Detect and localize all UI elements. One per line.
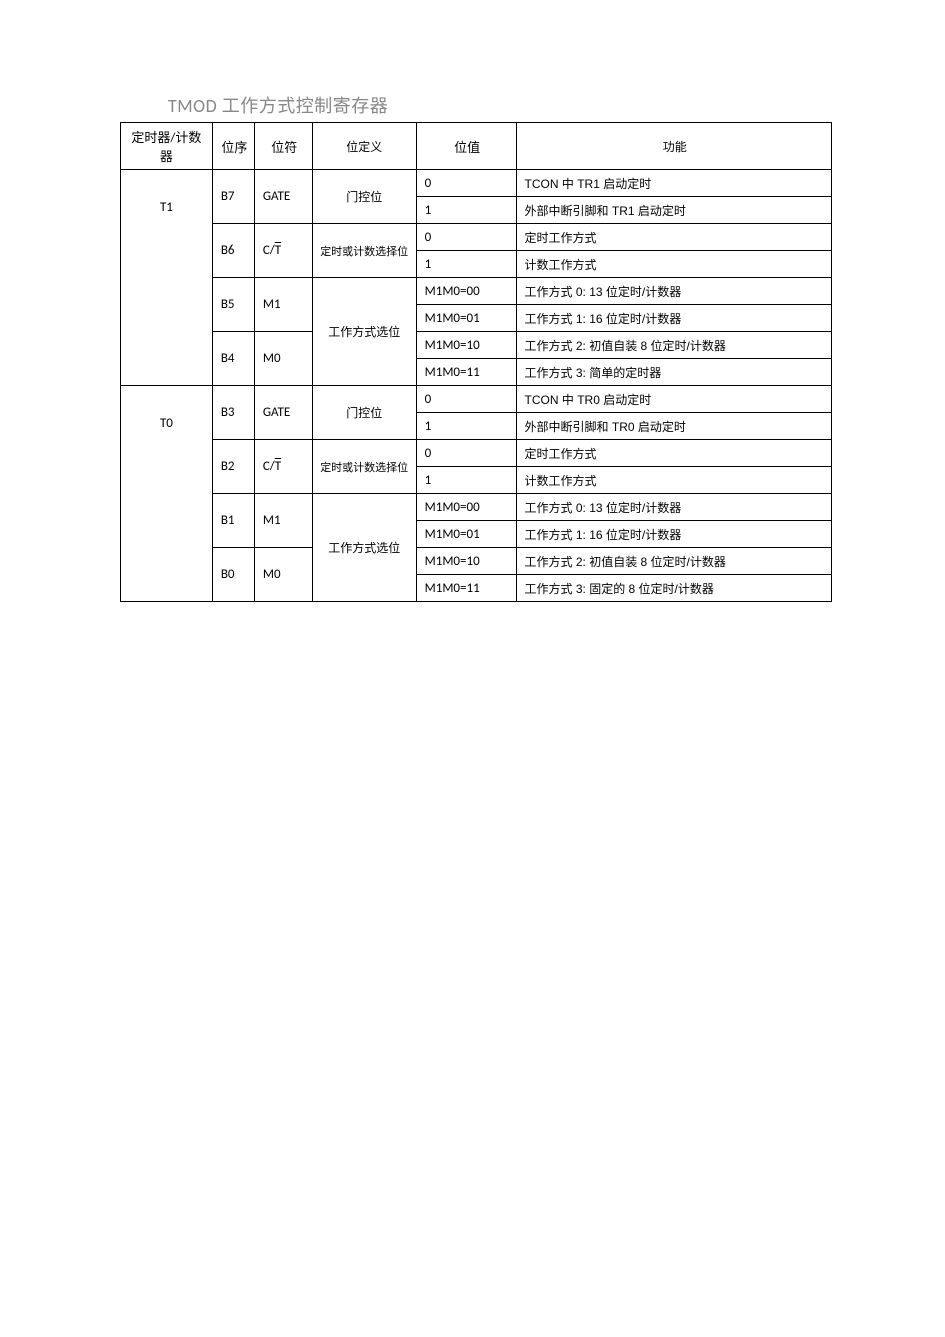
header-bitval: 位值 <box>416 123 516 170</box>
timer-cell: T1 <box>121 170 213 386</box>
func-cell: TCON 中 TR0 启动定时 <box>516 386 831 413</box>
bitval-cell: 1 <box>416 467 516 494</box>
table-row: B2C/T定时或计数选择位0定时工作方式 <box>121 440 832 467</box>
bitsym-cell: M1 <box>254 494 312 548</box>
func-cell: 外部中断引脚和 TR0 启动定时 <box>516 413 831 440</box>
bitval-cell: M1M0=00 <box>416 278 516 305</box>
header-bitsym: 位符 <box>254 123 312 170</box>
bitval-cell: 0 <box>416 170 516 197</box>
header-bitdef: 位定义 <box>312 123 416 170</box>
header-bitseq: 位序 <box>212 123 254 170</box>
bitval-cell: 1 <box>416 197 516 224</box>
func-cell: 工作方式 3: 固定的 8 位定时/计数器 <box>516 575 831 602</box>
table-header: 定时器/计数器 位序 位符 位定义 位值 功能 <box>121 123 832 170</box>
bitval-cell: 0 <box>416 224 516 251</box>
func-cell: 工作方式 0: 13 位定时/计数器 <box>516 494 831 521</box>
bitdef-cell: 定时或计数选择位 <box>312 440 416 494</box>
bitseq-cell: B5 <box>212 278 254 332</box>
header-timer: 定时器/计数器 <box>121 123 213 170</box>
bitval-cell: M1M0=11 <box>416 575 516 602</box>
bitval-cell: M1M0=00 <box>416 494 516 521</box>
bitsym-cell: M0 <box>254 548 312 602</box>
bitsym-cell: M0 <box>254 332 312 386</box>
func-cell: 定时工作方式 <box>516 440 831 467</box>
bitseq-cell: B1 <box>212 494 254 548</box>
bitdef-cell: 门控位 <box>312 170 416 224</box>
bitval-cell: 1 <box>416 413 516 440</box>
bitseq-cell: B0 <box>212 548 254 602</box>
bitval-cell: 0 <box>416 440 516 467</box>
func-cell: 工作方式 1: 16 位定时/计数器 <box>516 521 831 548</box>
bitdef-cell: 工作方式选位 <box>312 278 416 386</box>
bitsym-cell: GATE <box>254 386 312 440</box>
bitval-cell: M1M0=01 <box>416 521 516 548</box>
page-title: TMOD 工作方式控制寄存器 <box>168 92 945 118</box>
bitval-cell: M1M0=11 <box>416 359 516 386</box>
table-row: B6C/T定时或计数选择位0定时工作方式 <box>121 224 832 251</box>
func-cell: 定时工作方式 <box>516 224 831 251</box>
func-cell: 工作方式 3: 简单的定时器 <box>516 359 831 386</box>
func-cell: 外部中断引脚和 TR1 启动定时 <box>516 197 831 224</box>
bitseq-cell: B4 <box>212 332 254 386</box>
bitseq-cell: B6 <box>212 224 254 278</box>
header-func: 功能 <box>516 123 831 170</box>
bitseq-cell: B7 <box>212 170 254 224</box>
table-row: B1M1工作方式选位M1M0=00工作方式 0: 13 位定时/计数器 <box>121 494 832 521</box>
bitsym-cell: C/T <box>254 440 312 494</box>
table-body: T1B7GATE门控位0TCON 中 TR1 启动定时1外部中断引脚和 TR1 … <box>121 170 832 602</box>
table-row: T0B3GATE门控位0TCON 中 TR0 启动定时 <box>121 386 832 413</box>
timer-cell: T0 <box>121 386 213 602</box>
bitseq-cell: B3 <box>212 386 254 440</box>
bitval-cell: 0 <box>416 386 516 413</box>
func-cell: 计数工作方式 <box>516 467 831 494</box>
bitsym-cell: C/T <box>254 224 312 278</box>
document-page: TMOD 工作方式控制寄存器 定时器/计数器 位序 位符 位定义 位值 功能 T… <box>0 0 945 602</box>
func-cell: 工作方式 1: 16 位定时/计数器 <box>516 305 831 332</box>
bitseq-cell: B2 <box>212 440 254 494</box>
table-header-row: 定时器/计数器 位序 位符 位定义 位值 功能 <box>121 123 832 170</box>
tmod-register-table: 定时器/计数器 位序 位符 位定义 位值 功能 T1B7GATE门控位0TCON… <box>120 122 832 602</box>
bitval-cell: M1M0=10 <box>416 332 516 359</box>
func-cell: 工作方式 2: 初值自装 8 位定时/计数器 <box>516 548 831 575</box>
bitval-cell: M1M0=10 <box>416 548 516 575</box>
table-row: T1B7GATE门控位0TCON 中 TR1 启动定时 <box>121 170 832 197</box>
bitsym-cell: GATE <box>254 170 312 224</box>
func-cell: 计数工作方式 <box>516 251 831 278</box>
func-cell: 工作方式 2: 初值自装 8 位定时/计数器 <box>516 332 831 359</box>
bitsym-cell: M1 <box>254 278 312 332</box>
table-row: B4M0M1M0=10工作方式 2: 初值自装 8 位定时/计数器 <box>121 332 832 359</box>
func-cell: TCON 中 TR1 启动定时 <box>516 170 831 197</box>
table-row: B0M0M1M0=10工作方式 2: 初值自装 8 位定时/计数器 <box>121 548 832 575</box>
bitval-cell: 1 <box>416 251 516 278</box>
bitdef-cell: 定时或计数选择位 <box>312 224 416 278</box>
bitdef-cell: 门控位 <box>312 386 416 440</box>
func-cell: 工作方式 0: 13 位定时/计数器 <box>516 278 831 305</box>
table-row: B5M1工作方式选位M1M0=00工作方式 0: 13 位定时/计数器 <box>121 278 832 305</box>
bitdef-cell: 工作方式选位 <box>312 494 416 602</box>
bitval-cell: M1M0=01 <box>416 305 516 332</box>
